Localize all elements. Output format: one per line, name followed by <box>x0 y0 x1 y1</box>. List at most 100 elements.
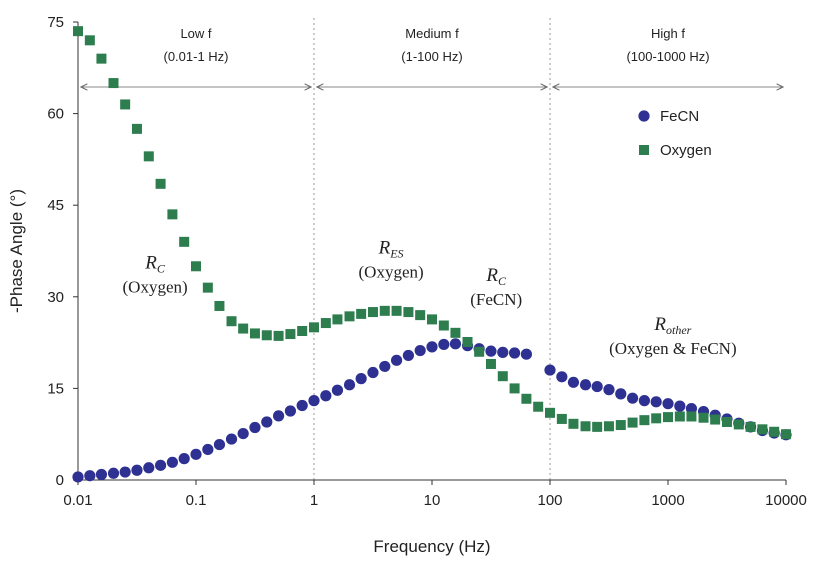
region-name: Medium f <box>405 26 459 41</box>
data-point-oxygen <box>320 318 331 329</box>
data-point-fecn <box>237 427 249 440</box>
data-point-oxygen <box>214 300 225 311</box>
y-tick-label: 60 <box>47 106 64 123</box>
frequency-regions: Low f (0.01-1 Hz) Medium f (1-100 Hz) High f… <box>81 18 783 480</box>
data-point-fecn <box>154 459 167 471</box>
data-point-fecn <box>638 395 651 407</box>
y-tick-label: 15 <box>47 380 64 397</box>
data-point-oxygen <box>781 429 791 440</box>
legend-label: FeCN <box>660 108 699 125</box>
data-point-fecn <box>685 402 698 415</box>
region-range: (100-1000 Hz) <box>626 49 709 64</box>
data-point-fecn <box>449 338 462 350</box>
data-point-fecn <box>367 366 379 379</box>
region-range: (0.01-1 Hz) <box>163 49 228 64</box>
legend: FeCN Oxygen <box>638 108 712 159</box>
data-point-oxygen <box>96 53 107 64</box>
x-tick-label: 1000 <box>651 492 684 509</box>
x-tick-label: 10000 <box>765 492 807 509</box>
data-point-oxygen <box>202 282 213 293</box>
series-fecn <box>72 338 792 483</box>
data-point-oxygen <box>474 346 485 357</box>
data-point-fecn <box>603 384 615 396</box>
data-point-oxygen <box>131 123 142 134</box>
data-point-fecn <box>331 384 344 396</box>
data-series <box>72 26 792 483</box>
data-point-fecn <box>626 392 639 404</box>
data-point-oxygen <box>285 329 296 340</box>
data-point-fecn <box>520 348 533 360</box>
data-point-oxygen <box>556 413 567 424</box>
data-point-oxygen <box>344 311 355 322</box>
annotation-1: RC (Oxygen) <box>123 253 188 297</box>
data-point-fecn <box>84 470 96 482</box>
y-axis-title: -Phase Angle (°) <box>7 189 26 313</box>
legend-entry-fecn: FeCN <box>638 108 699 125</box>
data-point-oxygen <box>663 412 673 423</box>
data-point-oxygen <box>179 236 190 247</box>
data-point-fecn <box>497 346 509 358</box>
annotation-detail: (Oxygen) <box>123 278 188 297</box>
series-oxygen <box>73 26 791 440</box>
data-point-oxygen <box>521 393 532 404</box>
data-point-fecn <box>249 421 261 434</box>
legend-marker-circle <box>638 110 650 122</box>
data-point-fecn <box>402 349 415 362</box>
annotation-detail: (FeCN) <box>470 290 522 309</box>
data-point-fecn <box>308 395 320 407</box>
data-point-fecn <box>615 388 627 400</box>
data-point-fecn <box>225 433 238 445</box>
legend-label: Oxygen <box>660 142 712 159</box>
data-point-oxygen <box>309 322 319 333</box>
data-point-oxygen <box>533 401 544 412</box>
data-point-oxygen <box>745 421 756 432</box>
data-point-fecn <box>674 400 686 412</box>
data-point-fecn <box>508 347 521 359</box>
data-point-oxygen <box>297 325 308 336</box>
region-name: Low f <box>180 26 211 41</box>
data-point-oxygen <box>592 421 603 432</box>
x-tick-label: 100 <box>537 492 562 509</box>
y-tick-label: 75 <box>47 14 64 31</box>
data-point-fecn <box>650 396 662 408</box>
y-tick-label: 45 <box>47 197 64 214</box>
data-point-fecn <box>343 379 356 391</box>
annotation-3: RC (FeCN) <box>470 265 522 309</box>
data-point-oxygen <box>639 415 650 426</box>
data-point-oxygen <box>545 407 555 418</box>
data-point-fecn <box>72 471 84 483</box>
annotation-symbol: RC <box>144 253 166 276</box>
annotation-detail: (Oxygen & FeCN) <box>609 339 736 358</box>
data-point-oxygen <box>249 328 260 339</box>
data-point-oxygen <box>143 151 154 162</box>
data-point-fecn <box>579 379 592 391</box>
data-point-oxygen <box>403 307 414 318</box>
data-point-fecn <box>379 360 391 373</box>
data-point-fecn <box>390 354 403 366</box>
data-point-oxygen <box>73 26 83 37</box>
data-point-oxygen <box>509 383 520 394</box>
x-tick-label: 0.01 <box>63 492 92 509</box>
data-point-fecn <box>426 341 438 353</box>
y-tick-label: 30 <box>47 289 64 306</box>
annotation-symbol: Rother <box>653 314 691 337</box>
data-point-oxygen <box>226 316 237 327</box>
data-point-oxygen <box>191 261 201 272</box>
data-point-oxygen <box>627 417 638 428</box>
data-point-fecn <box>178 453 190 465</box>
annotation-symbol: RC <box>485 265 507 288</box>
axes: 0.01 0.1 1 10 100 1000 10000 0 15 30 45 60 75 Frequen… <box>7 14 807 556</box>
data-point-fecn <box>284 405 297 417</box>
data-point-fecn <box>272 410 285 422</box>
data-point-oxygen <box>769 426 780 437</box>
data-point-fecn <box>591 380 603 393</box>
data-point-fecn <box>107 467 120 479</box>
annotation-4: Rother (Oxygen & FeCN) <box>609 314 736 358</box>
data-point-fecn <box>567 376 580 388</box>
data-point-oxygen <box>485 358 496 369</box>
data-point-fecn <box>190 448 202 460</box>
y-tick-label: 0 <box>56 472 64 489</box>
data-point-oxygen <box>603 421 614 432</box>
data-point-oxygen <box>721 416 732 427</box>
